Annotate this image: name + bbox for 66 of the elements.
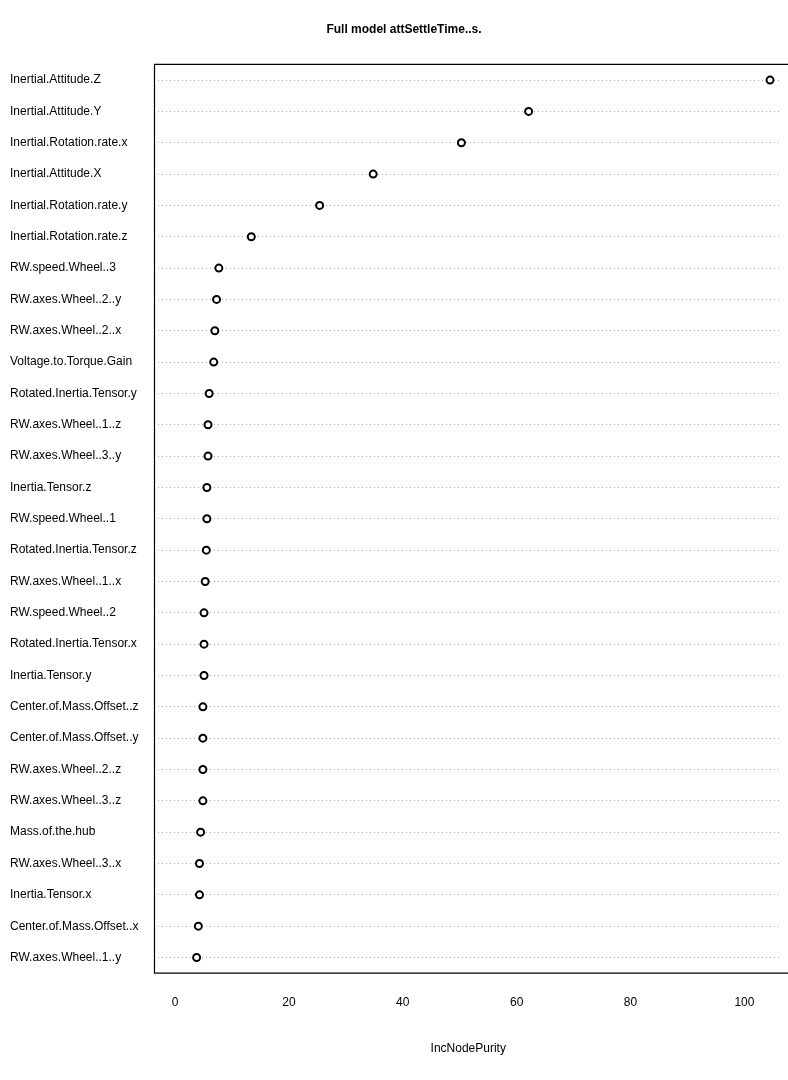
point xyxy=(204,388,214,398)
y-tick-label: RW.axes.Wheel..1..x xyxy=(10,573,122,588)
y-tick-label: RW.axes.Wheel..2..y xyxy=(10,291,122,306)
point xyxy=(198,702,208,712)
x-tick-label: 0 xyxy=(171,994,179,1009)
x-tick-label: 20 xyxy=(282,994,296,1009)
point xyxy=(200,576,210,586)
y-tick-label: RW.axes.Wheel..3..x xyxy=(10,855,122,870)
point xyxy=(524,106,534,116)
y-tick-label: Inertia.Tensor.y xyxy=(10,667,92,682)
point xyxy=(198,765,208,774)
point xyxy=(202,482,212,492)
y-tick-label: Inertial.Attitude.Z xyxy=(10,72,101,87)
y-tick-label: RW.speed.Wheel..1 xyxy=(10,511,117,526)
y-tick-label: RW.axes.Wheel..1..z xyxy=(10,417,122,432)
point xyxy=(765,75,775,85)
y-tick-label: RW.speed.Wheel..2 xyxy=(10,605,117,620)
point xyxy=(209,357,219,367)
point xyxy=(199,670,209,680)
x-axis-title: IncNodePurity xyxy=(430,1041,506,1056)
x-tick-label: 40 xyxy=(396,994,410,1009)
point xyxy=(246,232,256,242)
x-tick-label: 60 xyxy=(509,994,524,1009)
y-tick-label: RW.speed.Wheel..3 xyxy=(10,260,117,275)
point xyxy=(315,200,325,210)
point xyxy=(456,138,466,148)
point xyxy=(203,420,213,430)
y-tick-label: Inertial.Attitude.X xyxy=(10,166,102,181)
y-tick-label: RW.axes.Wheel..2..z xyxy=(10,761,122,776)
point xyxy=(198,733,208,743)
y-tick-label: Inertia.Tensor.z xyxy=(10,479,92,494)
point xyxy=(196,827,206,837)
point xyxy=(192,953,202,963)
y-tick-label: RW.axes.Wheel..1..y xyxy=(10,949,122,964)
y-tick-label: Mass.of.the.hub xyxy=(10,824,96,839)
y-tick-label: Inertia.Tensor.x xyxy=(10,887,92,902)
point xyxy=(199,608,209,618)
point xyxy=(214,263,224,273)
y-tick-label: Center.of.Mass.Offset..y xyxy=(10,730,139,745)
y-tick-label: Center.of.Mass.Offset..x xyxy=(10,918,139,933)
x-tick-label: 80 xyxy=(623,994,638,1009)
point xyxy=(202,514,212,524)
y-tick-label: RW.axes.Wheel..3..y xyxy=(10,448,122,463)
point xyxy=(201,545,211,555)
point xyxy=(194,859,204,869)
chart-title: Full model attSettleTime..s. xyxy=(326,21,482,36)
y-tick-label: Center.of.Mass.Offset..z xyxy=(10,699,139,714)
y-tick-label: Inertial.Rotation.rate.x xyxy=(10,135,128,150)
point xyxy=(193,921,203,931)
point xyxy=(210,326,220,336)
y-tick-label: Inertial.Rotation.rate.z xyxy=(10,229,128,244)
y-tick-label: Rotated.Inertia.Tensor.z xyxy=(10,542,137,557)
y-tick-label: Voltage.to.Torque.Gain xyxy=(10,354,133,369)
x-tick-label: 100 xyxy=(734,994,755,1009)
point xyxy=(194,890,204,900)
y-tick-label: RW.axes.Wheel..2..x xyxy=(10,323,122,338)
y-tick-label: Inertial.Rotation.rate.y xyxy=(10,197,128,212)
point xyxy=(198,796,208,806)
y-tick-label: Rotated.Inertia.Tensor.x xyxy=(10,636,137,651)
y-tick-label: Inertial.Attitude.Y xyxy=(10,103,102,118)
point xyxy=(212,294,222,304)
point xyxy=(199,639,209,649)
point xyxy=(203,451,213,461)
point xyxy=(368,169,378,179)
y-tick-label: RW.axes.Wheel..3..z xyxy=(10,793,122,808)
y-tick-label: Rotated.Inertia.Tensor.y xyxy=(10,385,137,400)
